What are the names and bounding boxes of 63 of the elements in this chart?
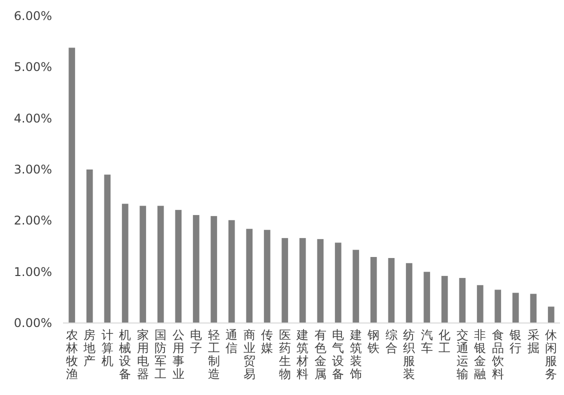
bar: [424, 272, 430, 323]
x-tick-label: 纺织服装: [403, 328, 416, 381]
x-tick-label: 食品饮料: [490, 328, 504, 381]
x-tick-label: 传媒: [261, 328, 274, 355]
x-tick-label: 商业贸易: [243, 328, 256, 381]
x-tick-label: 通信: [226, 328, 238, 355]
y-tick-label: 1.00%: [14, 264, 52, 279]
bar: [68, 48, 76, 323]
bar: [352, 250, 360, 323]
x-tick-label: 钢铁: [366, 328, 380, 355]
bar: [210, 216, 218, 323]
bar: [192, 215, 200, 323]
bar: [264, 230, 270, 323]
bar: [104, 174, 111, 323]
bar: [548, 306, 554, 323]
bar: [370, 256, 377, 323]
x-tick-label: 电子: [190, 328, 202, 355]
bar: [459, 278, 466, 323]
x-tick-label: 有色金属: [314, 328, 326, 381]
bar: [512, 292, 519, 323]
x-tick-label: 房地产: [82, 328, 96, 368]
x-tick-label: 汽车: [420, 328, 433, 355]
bar: [228, 220, 235, 323]
x-tick-label: 休闲服务: [545, 328, 558, 381]
bar: [86, 170, 93, 323]
bar: [282, 238, 288, 323]
x-tick-label: 银行: [508, 328, 522, 355]
bar: [122, 204, 128, 323]
bar: [494, 290, 502, 323]
x-tick-label: 家用电器: [136, 328, 149, 381]
x-tick-label: 计算机: [101, 328, 114, 368]
bar: [334, 242, 342, 323]
x-tick-label: 公用事业: [172, 328, 184, 381]
bar: [388, 258, 395, 323]
bar: [246, 228, 253, 323]
bar: [157, 206, 164, 323]
x-tick-label: 非银金融: [473, 328, 486, 381]
bar: [406, 263, 412, 323]
x-tick-label: 建筑装饰: [348, 328, 362, 381]
y-tick-label: 5.00%: [14, 60, 52, 74]
bar: [530, 294, 537, 323]
bar: [299, 238, 306, 323]
bar: [140, 206, 146, 323]
bar: [476, 285, 484, 323]
bar: [175, 210, 182, 323]
y-tick-label: 3.00%: [14, 162, 52, 176]
x-tick-label: 医药生物: [278, 328, 291, 381]
y-tick-label: 0.00%: [14, 316, 52, 330]
y-tick-label: 2.00%: [14, 214, 52, 228]
x-tick-label: 建筑材料: [296, 328, 309, 381]
x-tick-label: 电气设备: [332, 328, 344, 381]
bar: [441, 276, 448, 323]
x-tick-label: 国防军工: [154, 328, 167, 381]
y-tick-label: 6.00%: [14, 9, 52, 23]
x-tick-label: 农林牧渔: [64, 328, 78, 381]
x-tick-label: 轻工制造: [208, 328, 220, 381]
x-tick-label: 综合: [385, 328, 398, 355]
x-tick-label: 交通运输: [456, 328, 468, 381]
x-tick-label: 采掘: [527, 328, 540, 355]
bar: [317, 239, 324, 323]
y-tick-label: 4.00%: [14, 111, 52, 126]
x-tick-label: 化工: [438, 328, 451, 355]
x-tick-label: 机械设备: [119, 328, 132, 381]
